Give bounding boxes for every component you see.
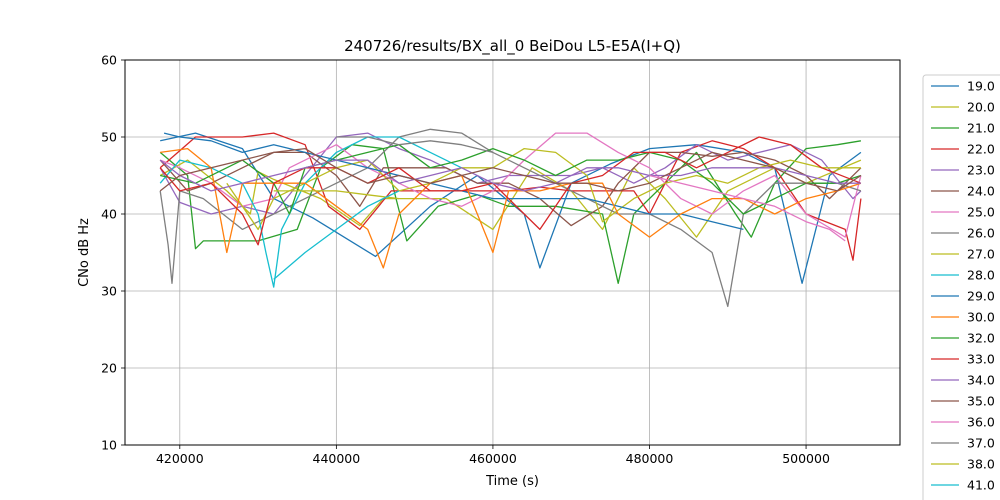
legend-label: 23.0 [967, 163, 995, 178]
legend-label: 32.0 [967, 331, 995, 346]
legend-box [922, 74, 1000, 500]
plot-frame [124, 59, 901, 446]
series-line-34-0 [159, 159, 861, 192]
series-line-35-0 [159, 147, 862, 192]
series-line-22-0 [159, 132, 862, 261]
legend-label: 30.0 [967, 310, 995, 325]
x-tick-label: 480000 [626, 451, 674, 466]
y-tick-label: 20 [101, 361, 117, 376]
legend-label: 38.0 [967, 457, 995, 472]
legend-label: 19.0 [967, 79, 995, 94]
legend-label: 27.0 [967, 247, 995, 262]
legend-label: 37.0 [967, 436, 995, 451]
y-tick-label: 50 [101, 130, 117, 145]
legend-label: 21.0 [967, 121, 995, 136]
legend-label: 34.0 [967, 373, 995, 388]
chart-title: 240726/results/BX_all_0 BeiDou L5-E5A(I+… [344, 37, 681, 56]
y-tick-label: 10 [101, 438, 117, 453]
y-tick-label: 40 [101, 207, 117, 222]
y-axis-title: CNo dB Hz [77, 218, 92, 287]
legend-label: 35.0 [967, 394, 995, 409]
legend-label: 28.0 [967, 268, 995, 283]
x-axis-title: Time (s) [485, 474, 539, 489]
x-tick-label: 440000 [313, 451, 361, 466]
y-tick-label: 60 [101, 53, 117, 68]
series-line-27-0 [226, 147, 861, 231]
legend-label: 26.0 [967, 226, 995, 241]
x-tick-label: 500000 [782, 451, 830, 466]
series-line-38-0 [273, 190, 400, 200]
series-line-41-0 [273, 190, 400, 280]
axis-ticks: 420000 440000 460000 480000 500000 10 20 30 40 50… [101, 53, 830, 467]
series-line-28-0 [159, 136, 462, 288]
grid-lines [125, 59, 900, 446]
x-tick-label: 460000 [469, 451, 517, 466]
x-tick-label: 420000 [156, 451, 204, 466]
series-line-36-0 [649, 174, 846, 242]
y-tick-label: 30 [101, 284, 117, 299]
legend-label: 29.0 [967, 289, 995, 304]
series-line-21-0 [159, 140, 862, 284]
legend-label: 24.0 [967, 184, 995, 199]
series-line-29-0 [163, 132, 744, 231]
series-line-32-0 [160, 144, 862, 215]
legend-label: 36.0 [967, 415, 995, 430]
legend: 19.0 20.0 21.0 22.0 23.0 24.0 25.0 26.0 27.0 28.0… [922, 74, 1000, 500]
legend-label: 41.0 [967, 478, 995, 493]
series-lines [159, 128, 862, 308]
legend-label: 33.0 [967, 352, 995, 367]
series-line-20-0 [159, 159, 862, 238]
legend-label: 25.0 [967, 205, 995, 220]
series-line-37-0 [336, 136, 494, 154]
legend-label: 22.0 [967, 142, 995, 157]
legend-label: 20.0 [967, 100, 995, 115]
